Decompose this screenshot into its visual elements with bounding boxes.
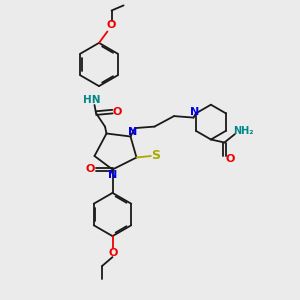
Text: N: N — [108, 169, 117, 180]
Text: HN: HN — [83, 95, 100, 105]
Text: O: O — [225, 154, 235, 164]
Text: O: O — [108, 248, 118, 258]
Text: N: N — [128, 127, 137, 137]
Text: S: S — [152, 149, 160, 162]
Text: O: O — [113, 106, 122, 117]
Text: NH₂: NH₂ — [233, 126, 253, 136]
Text: O: O — [107, 20, 116, 31]
Text: N: N — [190, 107, 200, 117]
Text: O: O — [86, 164, 95, 175]
